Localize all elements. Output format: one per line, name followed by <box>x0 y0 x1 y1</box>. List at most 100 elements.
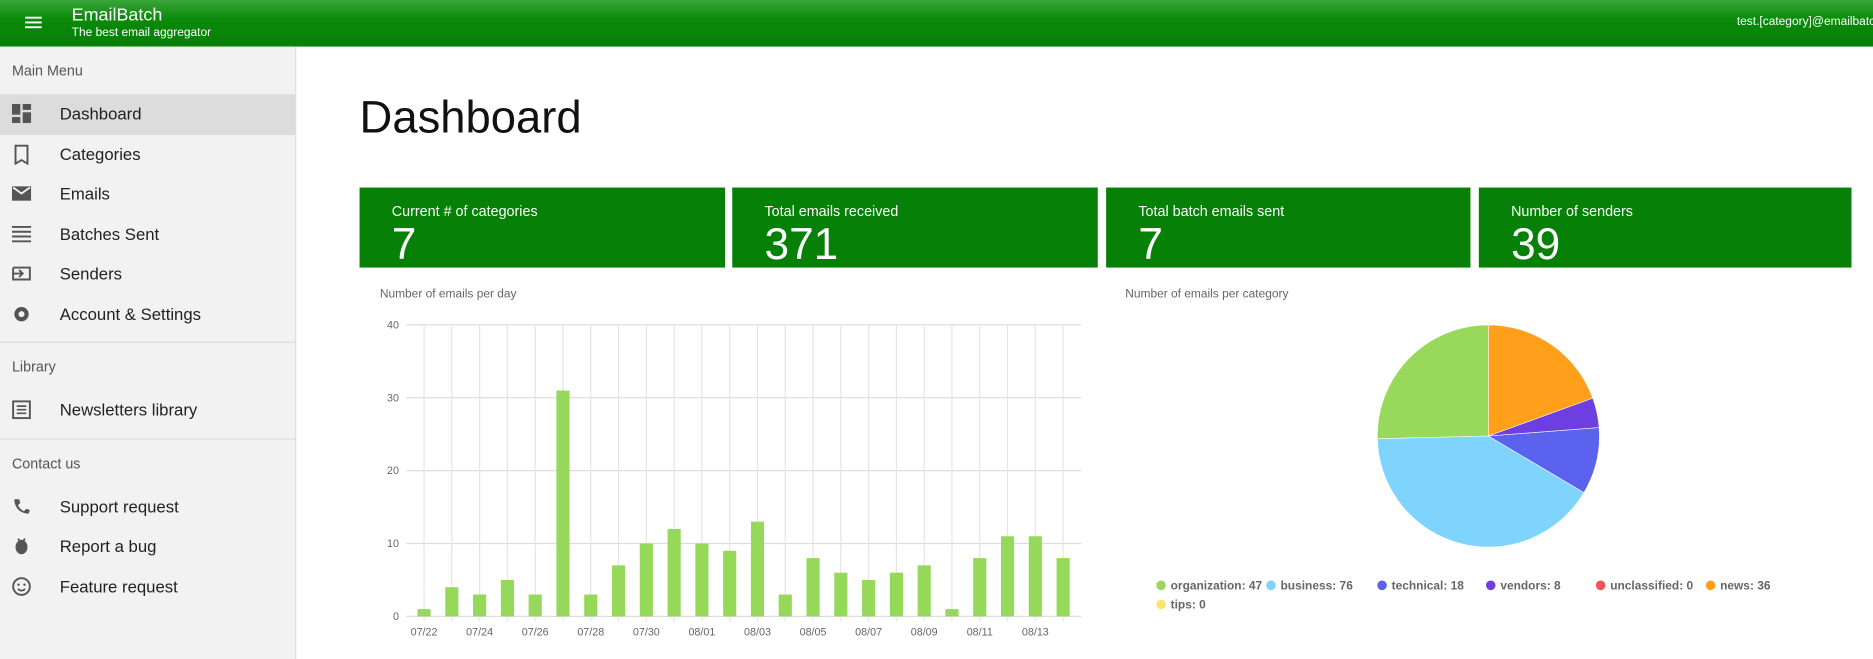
bar <box>1028 536 1042 617</box>
bar <box>500 579 514 617</box>
bar <box>639 543 653 617</box>
bar <box>862 579 876 617</box>
stat-card: Total emails received 371 <box>732 187 1098 269</box>
x-tick-label: 07/24 <box>466 626 493 638</box>
bar <box>973 558 987 617</box>
menu-icon <box>14 498 30 514</box>
stat-card: Current # of categories 7 <box>359 187 726 269</box>
stat-value: 7 <box>391 219 417 269</box>
legend-label: organization: 47 <box>1171 578 1263 592</box>
stat-value: 7 <box>1138 219 1163 269</box>
section-title: Library <box>11 358 56 376</box>
menu-item[interactable]: Dashboard <box>0 94 296 135</box>
stat-value: 371 <box>764 219 839 269</box>
pie-slice <box>1377 324 1489 440</box>
sidebar: Main Menu Dashboard Categories Emails Batche… <box>0 46 297 659</box>
stat-label: Number of senders <box>1511 203 1633 220</box>
bar <box>723 550 737 617</box>
page-title: Dashboard <box>359 93 582 144</box>
menu-item[interactable]: Batches Sent <box>0 214 295 254</box>
menu-item[interactable]: Senders <box>0 254 295 294</box>
menu-button[interactable] <box>25 16 42 30</box>
legend-marker <box>1266 580 1276 591</box>
bar <box>417 609 431 617</box>
legend-marker <box>1595 580 1606 591</box>
app-title: EmailBatch <box>71 4 163 26</box>
legend-label: business: 76 <box>1281 578 1354 592</box>
bar <box>556 390 570 617</box>
stat-label: Current # of categories <box>391 203 538 220</box>
legend-marker <box>1485 580 1496 591</box>
legend-label: vendors: 8 <box>1500 578 1561 592</box>
y-tick-label: 10 <box>387 538 399 550</box>
x-tick-label: 08/05 <box>800 626 827 638</box>
menu-item[interactable]: Newsletters library <box>0 391 295 431</box>
bar <box>750 521 765 617</box>
stat-card: Total batch emails sent 7 <box>1106 187 1471 269</box>
bar <box>1000 536 1015 617</box>
y-tick-label: 30 <box>387 392 399 404</box>
legend-marker <box>1156 580 1166 591</box>
menu-icon <box>11 225 32 242</box>
menu-icon <box>14 144 29 165</box>
menu-icon <box>12 576 31 596</box>
pie-slice <box>1488 324 1594 437</box>
bar <box>889 572 903 617</box>
menu-icon <box>14 306 29 321</box>
menu-item[interactable]: Categories <box>0 134 295 174</box>
bar <box>834 572 848 617</box>
stat-label: Total emails received <box>764 203 899 220</box>
legend-label: tips: 0 <box>1171 598 1207 612</box>
divider <box>0 341 296 343</box>
chart-title: Number of emails per day <box>380 286 517 300</box>
app-subtitle: The best email aggregator <box>71 26 212 40</box>
x-tick-label: 08/07 <box>855 626 882 638</box>
section-title: Contact us <box>11 454 81 472</box>
x-tick-label: 07/28 <box>577 626 604 638</box>
section-title: Main Menu <box>11 62 83 79</box>
y-tick-label: 20 <box>387 465 399 477</box>
x-tick-label: 07/30 <box>633 626 660 638</box>
stat-label: Total batch emails sent <box>1138 203 1285 220</box>
legend-label: news: 36 <box>1720 578 1771 592</box>
y-tick-label: 40 <box>387 319 399 331</box>
legend-label: unclassified: 0 <box>1610 578 1693 592</box>
x-tick-label: 08/09 <box>911 626 938 638</box>
pie-slice <box>1377 435 1585 548</box>
x-tick-label: 07/26 <box>522 626 549 638</box>
x-tick-label: 08/03 <box>744 626 771 638</box>
menu-item[interactable]: Account & Settings <box>0 294 295 334</box>
user-email[interactable]: test.[category]@emailbatc <box>1736 15 1873 29</box>
bar <box>806 558 820 617</box>
x-tick-label: 08/11 <box>967 626 993 638</box>
y-tick-label: 0 <box>393 611 399 623</box>
bar <box>917 565 931 617</box>
legend-marker <box>1705 580 1716 591</box>
chart-title: Number of emails per category <box>1125 286 1288 300</box>
bar <box>611 565 626 617</box>
menu-icon <box>11 266 31 281</box>
bar <box>695 543 709 617</box>
bar <box>445 587 459 617</box>
bar <box>528 594 542 617</box>
bar <box>778 594 792 617</box>
x-tick-label: 07/22 <box>411 626 438 638</box>
bar <box>945 609 959 617</box>
legend-marker <box>1156 599 1166 610</box>
divider <box>0 437 296 439</box>
bar <box>667 528 681 617</box>
menu-icon <box>11 103 32 124</box>
top-bar: EmailBatch The best email aggregator tes… <box>0 0 1873 47</box>
menu-item[interactable]: Feature request <box>0 567 295 607</box>
menu-item[interactable]: Report a bug <box>0 527 295 567</box>
x-tick-label: 08/01 <box>688 626 715 638</box>
legend-label: technical: 18 <box>1392 578 1465 592</box>
menu-item[interactable]: Support request <box>0 487 295 527</box>
menu-item[interactable]: Emails <box>0 174 295 214</box>
stat-card: Number of senders 39 <box>1478 187 1852 269</box>
menu-icon <box>11 186 32 201</box>
bar <box>1056 558 1070 617</box>
